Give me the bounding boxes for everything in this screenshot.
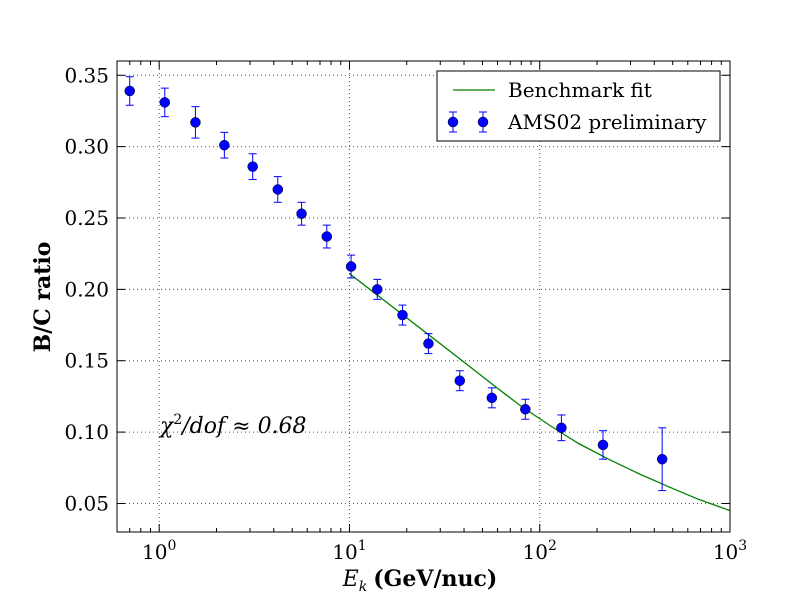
data-point [247,153,258,180]
x-tick-base: 10 [523,540,548,564]
data-marker [272,184,284,195]
data-marker [520,404,531,415]
y-tick-label: 0.20 [64,277,109,301]
x-tick-exponent: 3 [738,538,747,554]
x-tick-base: 10 [142,540,167,564]
x-tick-label: 101 [332,538,366,564]
legend: Benchmark fit AMS02 preliminary [436,70,721,142]
data-marker [345,261,357,272]
x-tick-label: 102 [523,538,557,564]
chi-power: 2 [173,412,182,428]
data-point [345,254,357,279]
data-marker [190,117,201,128]
dof-text: /dof ≈ 0.68 [180,414,306,439]
data-marker [486,392,498,404]
x-tick-base: 10 [332,540,357,564]
data-marker [454,375,466,386]
x-axis-units: (GeV/nuc) [373,566,497,592]
data-marker [124,85,135,97]
x-tick-exponent: 1 [358,538,367,554]
data-marker [423,338,434,349]
data-point [159,87,171,118]
chi-symbol: χ [158,414,175,439]
y-tick-label: 0.05 [64,491,109,515]
data-point [454,370,466,392]
data-marker [219,139,230,151]
data-marker [597,439,609,451]
data-point [190,106,201,139]
data-point [124,76,135,106]
x-axis-subscript: k [359,579,367,595]
data-point [296,201,307,226]
data-point [520,398,531,420]
data-point [321,224,333,249]
data-point [219,131,230,159]
x-axis-title: Ek (GeV/nuc) [342,566,498,595]
data-marker [556,422,567,434]
benchmark-fit-line [349,273,731,512]
x-tick-label: 103 [713,538,747,564]
x-axis-symbol: E [342,567,359,592]
legend-fit-label: Benchmark fit [508,78,652,102]
y-tick-label: 0.15 [64,349,109,373]
data-marker [296,208,307,219]
data-marker [656,453,668,465]
data-point [423,333,434,355]
x-tick-exponent: 2 [548,538,557,554]
x-tick-exponent: 0 [167,538,176,554]
data-marker [372,284,383,295]
y-tick-label: 0.25 [64,206,109,230]
data-marker [321,231,333,242]
legend-points-swatch [447,111,489,133]
y-tick-label: 0.30 [64,135,109,159]
legend-box [436,70,721,142]
plot-frame [116,60,731,533]
y-tick-label: 0.10 [64,420,109,444]
data-marker [247,161,258,172]
x-tick-label: 100 [142,538,176,564]
y-axis-title: B/C ratio [30,242,56,353]
x-tick-base: 10 [713,540,738,564]
legend-points-label: AMS02 preliminary [507,110,707,134]
data-point [397,304,408,326]
data-point [272,176,284,203]
fit-line-layer [349,273,731,512]
y-tick-label: 0.35 [64,63,109,87]
data-point [597,430,609,460]
data-marker [159,97,171,108]
chi-square-annotation: χ2/dof ≈ 0.68 [158,412,307,439]
data-marker [397,309,408,321]
data-point [556,414,567,442]
data-point [372,278,383,300]
data-point [486,387,498,409]
data-points-layer [124,76,668,492]
data-point [656,427,668,492]
